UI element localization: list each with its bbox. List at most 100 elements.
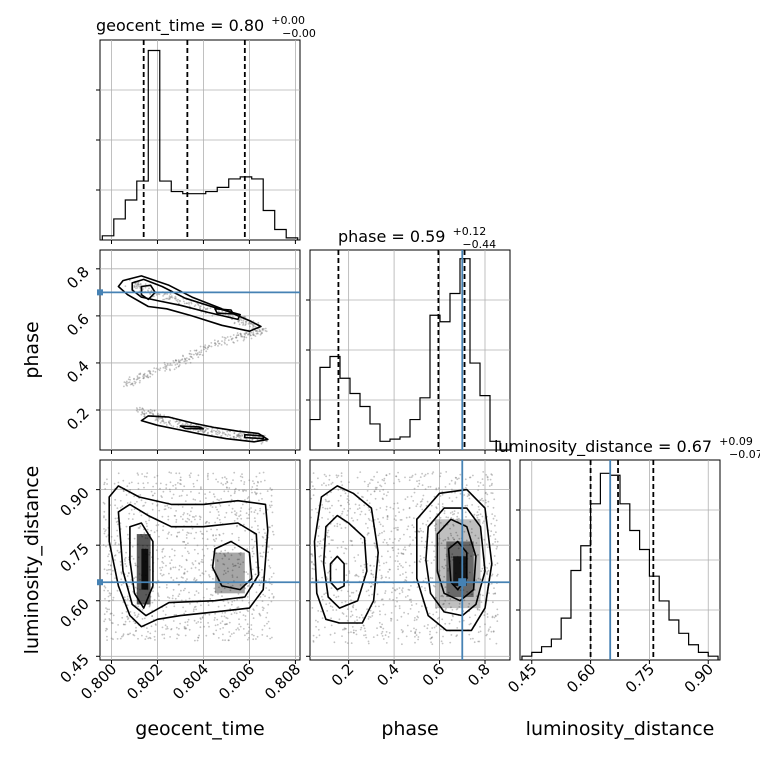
sample-point-luminosity_distance_vs_geocent_time-98 [139, 494, 142, 496]
sample-point-luminosity_distance_vs_phase-232 [397, 552, 400, 555]
sample-point-phase_vs_geocent_time-512 [163, 414, 166, 417]
sample-point-luminosity_distance_vs_phase-978 [478, 499, 481, 502]
sample-point-luminosity_distance_vs_geocent_time-192 [233, 546, 236, 549]
sample-point-luminosity_distance_vs_phase-224 [496, 562, 499, 565]
sample-point-luminosity_distance_vs_phase-284 [418, 479, 421, 482]
sample-point-luminosity_distance_vs_phase-454 [408, 589, 411, 591]
sample-point-luminosity_distance_vs_geocent_time-1004 [259, 492, 262, 495]
sample-point-luminosity_distance_vs_phase-954 [439, 516, 442, 519]
sample-point-luminosity_distance_vs_phase-977 [484, 623, 486, 626]
sample-point-luminosity_distance_vs_geocent_time-411 [173, 549, 176, 552]
sample-point-luminosity_distance_vs_geocent_time-243 [116, 529, 118, 532]
sample-point-luminosity_distance_vs_geocent_time-698 [251, 538, 253, 541]
sample-point-phase_vs_geocent_time-65 [163, 293, 166, 296]
sample-point-luminosity_distance_vs_geocent_time-284 [173, 554, 176, 557]
sample-point-luminosity_distance_vs_geocent_time-655 [272, 595, 275, 598]
sample-point-phase_vs_geocent_time-505 [179, 420, 182, 423]
sample-point-luminosity_distance_vs_phase-198 [321, 598, 324, 601]
injection-marker-phase_vs_geocent_time [97, 289, 103, 296]
sample-point-luminosity_distance_vs_geocent_time-121 [105, 607, 107, 609]
sample-point-phase_vs_geocent_time-622 [207, 427, 210, 430]
sample-point-luminosity_distance_vs_phase-648 [317, 610, 320, 612]
sample-point-luminosity_distance_vs_phase-767 [444, 486, 447, 488]
sample-point-luminosity_distance_vs_geocent_time-236 [119, 560, 122, 563]
sample-point-luminosity_distance_vs_phase-623 [375, 546, 377, 549]
sample-point-luminosity_distance_vs_geocent_time-633 [106, 639, 108, 641]
sample-point-luminosity_distance_vs_geocent_time-140 [192, 610, 195, 613]
sample-point-luminosity_distance_vs_geocent_time-341 [199, 500, 202, 503]
sample-point-luminosity_distance_vs_geocent_time-704 [147, 630, 149, 633]
sample-point-luminosity_distance_vs_geocent_time-673 [243, 483, 246, 485]
sample-point-luminosity_distance_vs_geocent_time-15 [252, 552, 255, 555]
sample-point-luminosity_distance_vs_geocent_time-294 [179, 479, 182, 481]
sample-point-luminosity_distance_vs_phase-1047 [385, 474, 388, 477]
sample-point-luminosity_distance_vs_phase-521 [439, 522, 442, 524]
sample-point-luminosity_distance_vs_geocent_time-928 [248, 513, 250, 516]
sample-point-phase_vs_geocent_time-717 [266, 440, 268, 443]
sample-point-luminosity_distance_vs_phase-969 [333, 641, 336, 644]
sample-point-phase_vs_geocent_time-454 [147, 410, 150, 412]
sample-point-luminosity_distance_vs_geocent_time-1088 [119, 499, 122, 502]
sample-point-phase_vs_geocent_time-383 [143, 372, 146, 375]
sample-point-phase_vs_geocent_time-80 [162, 298, 165, 301]
sample-point-luminosity_distance_vs_phase-837 [379, 490, 381, 492]
sample-point-luminosity_distance_vs_geocent_time-806 [206, 530, 208, 533]
sample-point-luminosity_distance_vs_phase-746 [378, 532, 381, 535]
sample-point-luminosity_distance_vs_geocent_time-820 [181, 490, 184, 492]
sample-point-phase_vs_geocent_time-373 [173, 361, 176, 364]
sample-point-phase_vs_geocent_time-318 [177, 359, 180, 362]
sample-point-luminosity_distance_vs_geocent_time-638 [236, 598, 239, 601]
sample-point-phase_vs_geocent_time-283 [213, 339, 216, 342]
sample-point-luminosity_distance_vs_phase-790 [336, 546, 339, 549]
sample-point-phase_vs_geocent_time-374 [147, 370, 150, 372]
sample-point-luminosity_distance_vs_phase-591 [382, 525, 384, 527]
sample-point-luminosity_distance_vs_geocent_time-57 [202, 596, 205, 599]
sample-point-luminosity_distance_vs_geocent_time-425 [250, 507, 252, 509]
sample-point-luminosity_distance_vs_phase-273 [375, 508, 378, 511]
sample-point-phase_vs_geocent_time-398 [171, 364, 173, 366]
sample-point-luminosity_distance_vs_geocent_time-117 [263, 528, 265, 531]
sample-point-luminosity_distance_vs_geocent_time-54 [229, 635, 232, 638]
sample-point-phase_vs_geocent_time-345 [197, 356, 200, 359]
sample-point-luminosity_distance_vs_phase-894 [362, 624, 365, 627]
sample-point-phase_vs_geocent_time-634 [229, 436, 232, 439]
sample-point-luminosity_distance_vs_geocent_time-546 [106, 572, 109, 575]
sample-point-phase_vs_geocent_time-546 [197, 430, 200, 433]
sample-point-luminosity_distance_vs_geocent_time-75 [227, 570, 230, 573]
sample-point-luminosity_distance_vs_geocent_time-386 [236, 558, 239, 561]
sample-point-luminosity_distance_vs_geocent_time-1072 [183, 612, 186, 615]
sample-point-luminosity_distance_vs_geocent_time-933 [107, 600, 110, 603]
sample-point-luminosity_distance_vs_phase-610 [408, 598, 411, 601]
sample-point-phase_vs_geocent_time-64 [153, 295, 155, 298]
sample-point-luminosity_distance_vs_phase-733 [411, 524, 414, 527]
sample-point-luminosity_distance_vs_geocent_time-893 [123, 623, 125, 626]
sample-point-luminosity_distance_vs_geocent_time-837 [125, 525, 128, 528]
sample-point-luminosity_distance_vs_geocent_time-862 [169, 481, 172, 484]
sample-point-luminosity_distance_vs_geocent_time-770 [216, 560, 219, 562]
sample-point-phase_vs_geocent_time-259 [255, 330, 257, 332]
sample-point-phase_vs_geocent_time-718 [261, 441, 264, 444]
sample-point-luminosity_distance_vs_geocent_time-814 [148, 519, 151, 522]
sample-point-luminosity_distance_vs_phase-788 [452, 537, 454, 539]
sample-point-luminosity_distance_vs_geocent_time-865 [119, 637, 122, 640]
sample-point-luminosity_distance_vs_geocent_time-544 [202, 533, 205, 535]
sample-point-phase_vs_geocent_time-175 [240, 321, 243, 324]
sample-point-phase_vs_geocent_time-230 [243, 333, 246, 335]
sample-point-luminosity_distance_vs_geocent_time-1089 [165, 483, 168, 486]
sample-point-phase_vs_geocent_time-595 [203, 430, 206, 433]
sample-point-luminosity_distance_vs_phase-478 [427, 472, 429, 475]
sample-point-luminosity_distance_vs_geocent_time-455 [182, 606, 185, 609]
sample-point-luminosity_distance_vs_phase-173 [486, 633, 488, 636]
sample-point-luminosity_distance_vs_geocent_time-951 [188, 552, 190, 555]
sample-point-phase_vs_geocent_time-168 [238, 323, 241, 326]
sample-point-luminosity_distance_vs_geocent_time-898 [237, 562, 240, 565]
sample-point-luminosity_distance_vs_geocent_time-794 [179, 622, 182, 625]
sample-point-luminosity_distance_vs_phase-86 [364, 630, 367, 632]
sample-point-phase_vs_geocent_time-176 [243, 315, 246, 318]
sample-point-luminosity_distance_vs_geocent_time-11 [124, 563, 127, 565]
sample-point-phase_vs_geocent_time-456 [143, 412, 146, 415]
sample-point-phase_vs_geocent_time-410 [137, 377, 140, 380]
sample-point-phase_vs_geocent_time-462 [148, 411, 151, 414]
sample-point-luminosity_distance_vs_geocent_time-123 [114, 543, 117, 546]
sample-point-luminosity_distance_vs_phase-50 [331, 481, 334, 484]
